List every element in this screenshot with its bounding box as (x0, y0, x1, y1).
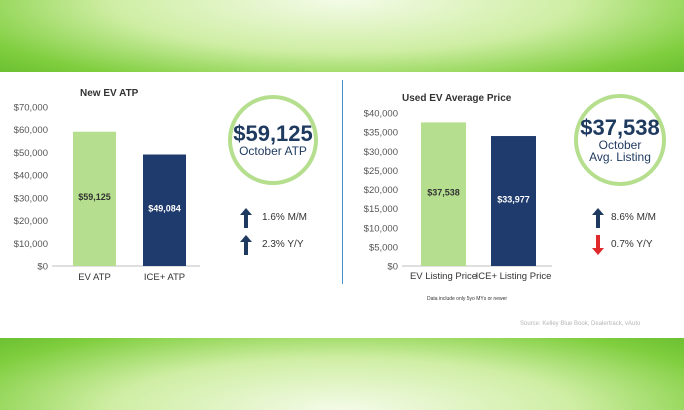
new-ev-atp-category-label: ICE+ ATP (144, 272, 185, 283)
new-ev-atp-chart-title: New EV ATP (80, 88, 139, 99)
used-ev-price-chart-title: Used EV Average Price (402, 93, 512, 104)
used-yy-down-arrow-icon (592, 235, 604, 255)
used-ev-price-bar-value-label: $33,977 (497, 194, 530, 204)
panel-divider (342, 80, 343, 284)
new-ev-atp-y-tick-label: $70,000 (14, 103, 48, 114)
new-atp-callout-value: $59,125 (233, 121, 313, 146)
new-ev-atp-y-tick-label: $60,000 (14, 125, 48, 136)
new-ev-atp-bar-value-label: $49,084 (148, 203, 181, 213)
used-ev-price-category-label: ICE+ Listing Price (476, 271, 552, 282)
used-ev-price-bar-value-label: $37,538 (427, 188, 460, 198)
new-yy-up-arrow-icon (240, 235, 252, 255)
used-listing-callout: $37,538 October Avg. Listing (574, 94, 666, 186)
new-atp-callout: $59,125 October ATP (228, 95, 318, 185)
used-ev-price-bar (421, 122, 466, 267)
used-ev-price-y-tick-label: $25,000 (364, 166, 398, 177)
new-ev-atp-y-tick-label: $0 (37, 262, 48, 273)
new-mm-stat: 1.6% M/M (262, 212, 308, 223)
used-listing-callout-label-1: October (598, 138, 642, 152)
used-ev-price-y-tick-label: $5,000 (369, 242, 398, 253)
used-listing-callout-label-2: Avg. Listing (589, 150, 651, 164)
used-mm-up-arrow-icon (592, 208, 604, 228)
used-ev-price-y-tick-label: $20,000 (364, 185, 398, 196)
new-ev-atp-y-tick-label: $20,000 (14, 216, 48, 227)
new-ev-atp-bar-value-label: $59,125 (78, 192, 111, 202)
new-atp-callout-label: October ATP (239, 144, 307, 158)
bottom-gradient-band (0, 338, 684, 410)
used-ev-price-bar (491, 136, 536, 266)
used-ev-price-y-tick-label: $35,000 (364, 128, 398, 139)
new-ev-atp-category-label: EV ATP (78, 272, 111, 283)
new-ev-atp-y-tick-label: $40,000 (14, 171, 48, 182)
used-ev-price-y-tick-label: $15,000 (364, 204, 398, 215)
new-ev-atp-y-tick-label: $30,000 (14, 193, 48, 204)
new-ev-atp-y-tick-label: $10,000 (14, 239, 48, 250)
new-mm-up-arrow-icon (240, 208, 252, 228)
used-yy-stat: 0.7% Y/Y (611, 239, 653, 250)
new-yy-stat: 2.3% Y/Y (262, 239, 304, 250)
used-ev-price-y-tick-label: $0 (387, 262, 398, 273)
used-ev-price-y-tick-label: $40,000 (364, 109, 398, 120)
used-ev-price-y-tick-label: $30,000 (364, 147, 398, 158)
used-ev-price-category-label: EV Listing Price (410, 271, 477, 282)
new-ev-atp-bar (143, 154, 186, 266)
new-ev-atp-y-tick-label: $50,000 (14, 148, 48, 159)
used-listing-callout-value: $37,538 (580, 115, 660, 140)
new-ev-atp-bar (73, 131, 116, 266)
source-note: Source: Kelley Blue Book, Dealertrack, v… (520, 321, 641, 327)
top-gradient-band (0, 0, 684, 72)
used-mm-stat: 8.6% M/M (611, 212, 657, 223)
used-ev-price-y-tick-label: $10,000 (364, 223, 398, 234)
data-note: Data include only 5yo MYs or newer (427, 296, 508, 302)
